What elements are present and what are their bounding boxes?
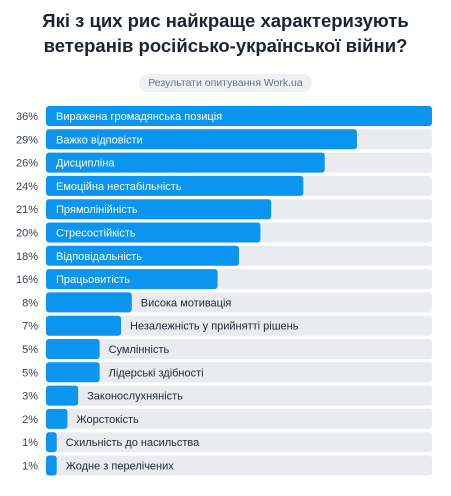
bar-track [46,362,432,383]
value-label: 16% [16,274,38,286]
category-label: Висока мотивація [141,297,232,309]
category-label: Стресостійкість [56,228,136,240]
bar-track [46,292,432,313]
bar-track [46,432,432,453]
bar [46,408,68,429]
bar [46,199,272,220]
value-label: 8% [22,297,38,309]
value-label: 5% [22,367,38,379]
category-label: Виражена громадянська позиція [56,111,222,123]
bar-track [46,385,432,406]
bar [46,455,57,476]
bar [46,362,100,383]
chart-title: Які з цих рис найкраще характеризують ве… [0,8,451,58]
value-label: 3% [22,391,38,403]
category-label: Емоційна нестабільність [56,181,182,193]
value-label: 1% [22,461,38,473]
category-label: Лідерські здібності [109,367,204,379]
category-label: Важко відповісти [56,134,143,146]
bar [46,245,239,266]
value-label: 29% [16,134,38,146]
bar [46,292,132,313]
category-label: Незалежність у прийнятті рішень [130,321,299,333]
bar [46,222,261,243]
category-label: Жорстокість [76,414,139,426]
bar [46,339,100,359]
bar-track [46,408,432,429]
category-label: Сумлінність [109,344,170,356]
bar [46,385,79,406]
bar [46,315,122,336]
bar [46,432,57,453]
category-label: Схильність до насильства [66,437,200,449]
category-label: Законослухняність [87,391,183,403]
value-label: 7% [22,321,38,333]
bar [46,106,432,126]
bar [46,152,325,173]
category-label: Відповідальність [56,251,142,263]
value-label: 26% [16,158,38,170]
bar [46,269,218,290]
title-line-1: Які з цих рис найкраще характеризують [42,10,409,31]
bar [46,129,357,150]
value-label: 18% [16,251,38,263]
value-label: 5% [22,344,38,356]
value-label: 24% [16,181,38,193]
subtitle-badge: Результати опитування Work.ua [139,74,312,92]
category-label: Працьовитість [56,274,130,286]
category-label: Прямолінійність [56,204,138,216]
category-label: Жодне з перелічених [66,461,175,473]
bar [46,175,304,196]
category-label: Дисципліна [56,158,115,170]
bar-track [46,339,432,359]
value-label: 20% [16,228,38,240]
title-line-2: ветеранів російсько-української війни? [43,35,408,56]
value-label: 2% [22,414,38,426]
bar-track [46,315,432,336]
value-label: 36% [16,111,38,123]
bar-track [46,455,432,476]
value-label: 1% [22,437,38,449]
subtitle-wrap: Результати опитування Work.ua [0,73,451,92]
value-label: 21% [16,204,38,216]
